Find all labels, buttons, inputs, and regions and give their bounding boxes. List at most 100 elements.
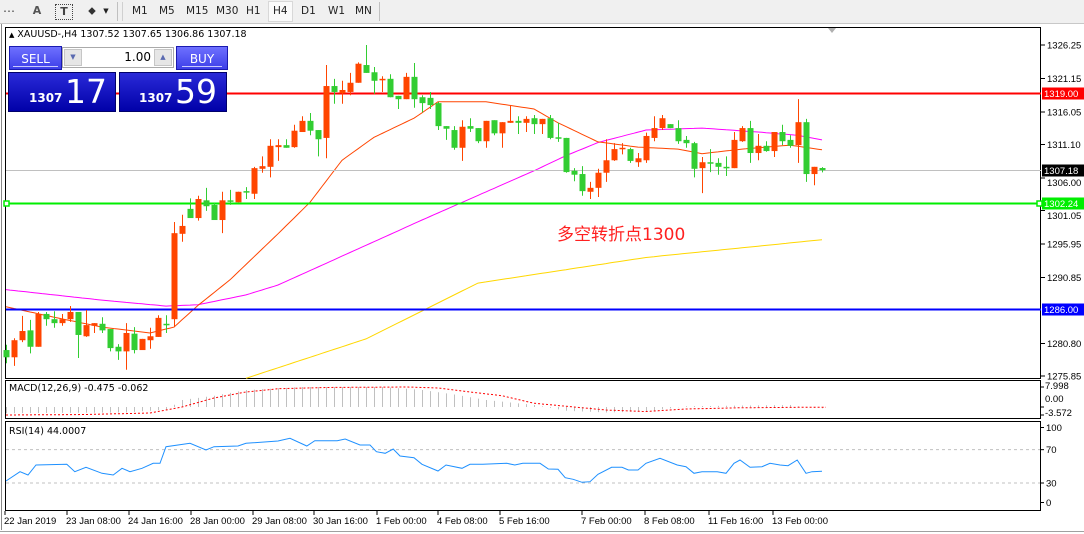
candle-bull	[595, 172, 602, 188]
candle-bull	[379, 78, 386, 81]
time-axis-label: 7 Feb 00:00	[581, 516, 632, 527]
candle-bear	[363, 65, 370, 73]
ma-slow-line	[245, 239, 823, 379]
candle-bear	[243, 191, 250, 193]
sell-button[interactable]: SELL	[9, 46, 62, 70]
buy-label: BUY	[181, 52, 223, 67]
price-tick-label: 1275.85	[1047, 372, 1081, 383]
candle-bear	[803, 122, 810, 175]
time-axis-label: 5 Feb 16:00	[499, 516, 550, 527]
candle-bear	[307, 120, 314, 131]
candle-bear	[475, 128, 482, 142]
candle-bull	[251, 168, 258, 194]
candle-bull	[11, 340, 18, 358]
candle-bear	[283, 145, 290, 148]
hline-price-tag	[1042, 164, 1084, 177]
candle-bear	[691, 143, 698, 169]
candle-bull	[19, 331, 26, 341]
price-tick-label: 1311.10	[1047, 140, 1081, 151]
lot-value[interactable]: 1.00	[124, 50, 151, 64]
hline-price-label: 1302.24	[1044, 199, 1078, 210]
timeframe-m5[interactable]: M5	[159, 5, 175, 17]
candle-bear	[675, 128, 682, 142]
chart-annotation-text[interactable]: 多空转折点1300	[557, 225, 686, 245]
timeframe-d1[interactable]: D1	[301, 5, 316, 17]
timeframe-h1[interactable]: H1	[246, 5, 261, 17]
time-axis-label: 22 Jan 2019	[4, 516, 56, 527]
candle-bear	[395, 95, 402, 100]
timeframe-mn[interactable]: MN	[355, 5, 372, 17]
price-tick-label: 1295.95	[1047, 239, 1081, 250]
candle-bull	[267, 145, 274, 167]
timeframe-m15[interactable]: M15	[186, 5, 209, 17]
candle-bear	[131, 333, 138, 351]
buy-button[interactable]: BUY	[176, 46, 228, 70]
candle-bull	[731, 139, 738, 169]
candle-bear	[51, 319, 58, 324]
candle-bear	[715, 162, 722, 167]
candle-bull	[195, 199, 202, 219]
candle-bear	[779, 132, 786, 142]
candle-bear	[203, 200, 210, 207]
candle-bear	[451, 130, 458, 148]
time-axis-label: 1 Feb 00:00	[376, 516, 427, 527]
candle-bear	[419, 97, 426, 104]
hline-price-tag	[1042, 197, 1084, 210]
lot-increase-icon[interactable]: ▲	[154, 49, 172, 66]
text-label-icon[interactable]: T	[55, 4, 73, 20]
candle-bear	[547, 118, 554, 138]
shapes-dropdown-icon[interactable]: ▼	[103, 7, 109, 15]
candle-bull	[339, 89, 346, 94]
fibo-fan-icon[interactable]: ⋯	[3, 4, 15, 18]
price-tick-label: 1301.05	[1047, 211, 1081, 222]
candle-bull	[355, 63, 362, 83]
candle-bear	[75, 311, 82, 335]
sell-price-prefix: 1307	[29, 91, 63, 105]
candle-bull	[643, 135, 650, 161]
candle-bull	[147, 336, 154, 341]
candle-bear	[571, 170, 578, 175]
toolbar-separator	[117, 2, 118, 21]
chart-shift-marker-icon[interactable]	[828, 28, 836, 33]
lot-size-input[interactable]: ▼ 1.00 ▲	[62, 47, 174, 68]
candle-bull	[771, 132, 778, 152]
price-tick-label: 1326.25	[1047, 41, 1081, 52]
price-tick-label: 1306.00	[1047, 178, 1081, 189]
sell-price-pips: 17	[65, 72, 107, 111]
text-tool-icon[interactable]: A	[32, 4, 42, 17]
rsi-axis-label: 70	[1046, 445, 1057, 456]
macd-label: MACD(12,26,9) -0.475 -0.062	[9, 383, 148, 394]
timeframe-w1[interactable]: W1	[328, 5, 346, 17]
candle-bull	[219, 200, 226, 221]
price-tick-label: 1290.85	[1047, 273, 1081, 284]
candle-bear	[763, 145, 770, 152]
price-tick-label: 1321.15	[1047, 74, 1081, 85]
time-axis-label: 23 Jan 08:00	[66, 516, 121, 527]
collapse-triangle-icon[interactable]: ▲	[9, 31, 15, 39]
candle-bear	[531, 118, 538, 125]
timeframe-m1[interactable]: M1	[132, 5, 148, 17]
candle-bull	[235, 191, 242, 203]
time-axis: 22 Jan 2019 23 Jan 08:00 24 Jan 16:00 28 Ja…	[0, 511, 1084, 532]
macd-indicator: 7.998 0.00 -3.572	[6, 381, 1072, 419]
rsi-axis-label: 30	[1046, 479, 1057, 490]
candle-bull	[275, 145, 282, 148]
timeframe-m30[interactable]: M30	[216, 5, 239, 17]
sell-price-button[interactable]: 1307 17	[8, 72, 116, 112]
shapes-icon[interactable]: ⬥	[88, 4, 96, 17]
toolbar-grip	[122, 2, 123, 21]
moving-averages	[5, 101, 823, 379]
candle-bull	[523, 118, 530, 123]
lot-decrease-icon[interactable]: ▼	[64, 49, 82, 66]
time-axis-label: 30 Jan 16:00	[313, 516, 368, 527]
macd-signal-line	[6, 386, 826, 416]
hline-anchor-handle	[1036, 200, 1043, 207]
rsi-axis-label: 0	[1046, 498, 1051, 509]
candle-bull	[299, 120, 306, 133]
time-axis-label: 24 Jan 16:00	[128, 516, 183, 527]
candle-bull	[139, 338, 146, 351]
buy-price-button[interactable]: 1307 59	[119, 72, 227, 112]
candle-bear	[819, 168, 826, 171]
timeframe-h4[interactable]: H4	[268, 1, 293, 22]
